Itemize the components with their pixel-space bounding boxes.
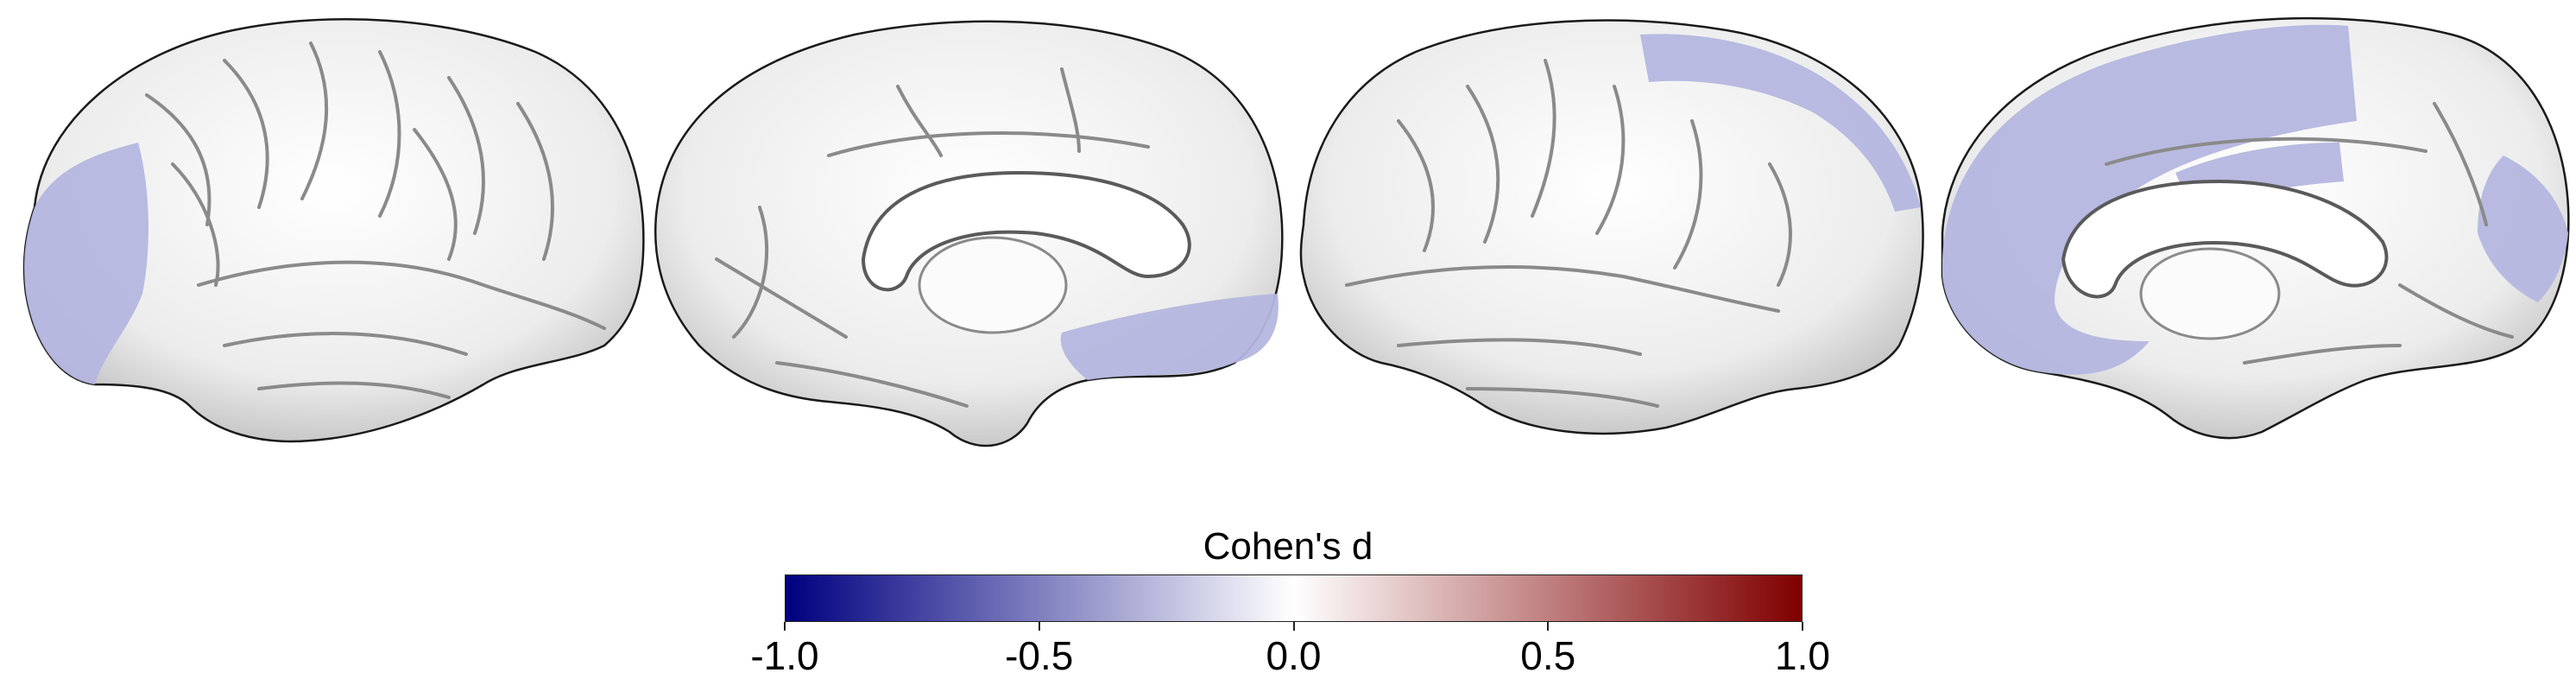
right-medial-brain-view (1942, 18, 2568, 438)
colorbar-tick-label: 0.5 (1520, 632, 1575, 679)
colorbar-tick-mark (784, 622, 786, 631)
colorbar-tick-mark (1547, 622, 1549, 631)
colorbar-tick-label: 0.0 (1266, 632, 1322, 679)
colorbar-gradient (785, 574, 1803, 622)
colorbar-tick-label: 1.0 (1775, 632, 1830, 679)
colorbar-tick-mark (1039, 622, 1040, 631)
colorbar-tick-label: -1.0 (750, 632, 818, 679)
colorbar-tick-label: -0.5 (1005, 632, 1073, 679)
left-medial-brain-view (655, 22, 1282, 446)
thalamus (919, 238, 1066, 333)
colorbar-tick-mark (1802, 622, 1803, 631)
colorbar: Cohen's d -1.0 -0.5 0.0 0.5 1.0 (0, 510, 2576, 678)
left-lateral-brain-view (24, 19, 643, 441)
brain-surface-views (0, 0, 2576, 484)
right-lateral-brain-view (1301, 21, 1923, 434)
colorbar-tick-mark (1293, 622, 1295, 631)
thalamus (2141, 249, 2279, 339)
colorbar-title: Cohen's d (1203, 525, 1373, 568)
